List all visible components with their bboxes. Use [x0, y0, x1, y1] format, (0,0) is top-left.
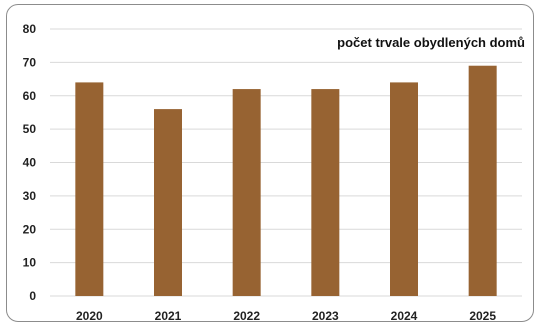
y-tick-label: 30 [23, 189, 37, 203]
x-tick-label: 2022 [233, 309, 260, 323]
x-tick-label: 2020 [76, 309, 103, 323]
x-tick-label: 2021 [155, 309, 182, 323]
gridlines [50, 28, 522, 297]
x-axis-ticks: 2020 2021 2022 2023 2024 2025 [76, 309, 496, 323]
bar-2021 [154, 109, 182, 296]
chart-title: počet trvale obydlených domů [337, 35, 525, 50]
x-tick-label: 2024 [391, 309, 418, 323]
bar-2020 [75, 82, 104, 297]
x-tick-label: 2023 [312, 309, 339, 323]
y-tick-label: 40 [23, 156, 37, 170]
y-tick-label: 50 [23, 122, 37, 136]
y-tick-label: 60 [23, 89, 37, 103]
y-tick-label: 20 [23, 222, 37, 236]
y-tick-label: 70 [23, 55, 37, 69]
y-tick-label: 10 [23, 256, 37, 270]
bar-2025 [468, 65, 497, 297]
y-axis-ticks: 0 10 20 30 40 50 60 70 80 [23, 22, 37, 303]
y-tick-label: 0 [29, 289, 36, 303]
x-tick-label: 2025 [469, 309, 496, 323]
bar-2022 [232, 89, 261, 296]
bar-2023 [311, 89, 340, 296]
y-tick-label: 80 [23, 22, 37, 36]
bars [75, 65, 497, 297]
bar-2024 [390, 82, 418, 297]
